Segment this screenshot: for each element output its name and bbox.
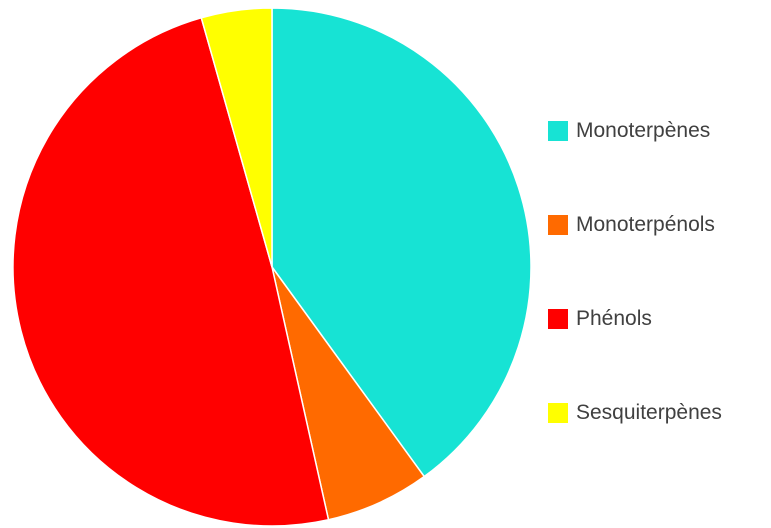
pie-slice-monoterpenes	[271, 7, 532, 478]
legend-label-sesquiterpenes: Sesquiterpènes	[576, 401, 722, 424]
legend: Monoterpènes Monoterpénols Phénols Sesqu…	[548, 116, 722, 492]
legend-item-phenols: Phénols	[548, 304, 722, 334]
legend-label-monoterpenes: Monoterpènes	[576, 119, 711, 142]
pie-slices	[12, 7, 532, 527]
pie-slice-sesquiterpenes	[200, 7, 273, 268]
legend-swatch-sesquiterpenes	[548, 403, 568, 423]
pie-slice-phenols	[12, 16, 330, 527]
legend-label-monoterpenols: Monoterpénols	[576, 213, 715, 236]
legend-item-monoterpenols: Monoterpénols	[548, 210, 722, 240]
legend-swatch-monoterpenols	[548, 215, 568, 235]
legend-item-sesquiterpenes: Sesquiterpènes	[548, 398, 722, 428]
legend-swatch-monoterpenes	[548, 121, 568, 141]
legend-swatch-phenols	[548, 309, 568, 329]
legend-label-phenols: Phénols	[576, 307, 652, 330]
legend-item-monoterpenes: Monoterpènes	[548, 116, 722, 146]
